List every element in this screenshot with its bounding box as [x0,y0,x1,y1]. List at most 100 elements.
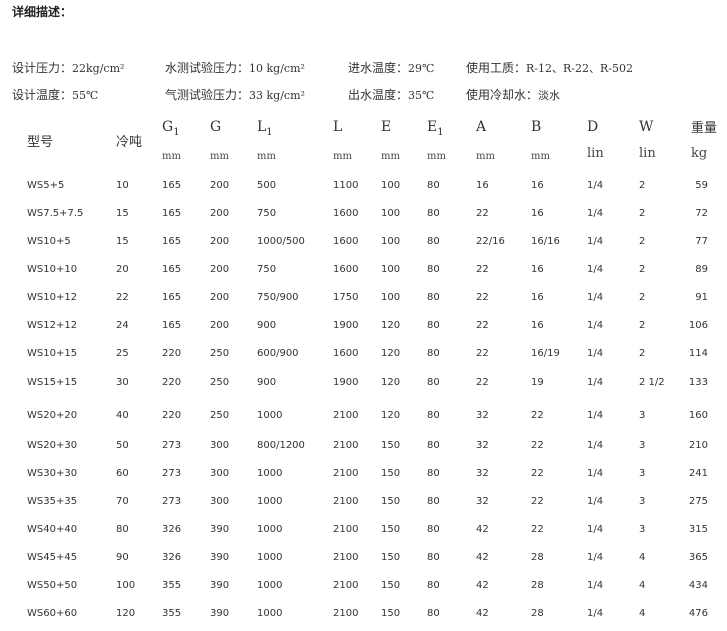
column-unit: lin [587,146,604,161]
table-cell: 10 [116,180,129,191]
table-cell: 80 [116,524,129,535]
table-cell: 89 [695,264,708,275]
table-cell: 315 [688,524,708,535]
column-header: G [210,119,221,135]
table-cell: 1/4 [587,348,604,359]
table-cell: 200 [210,264,230,275]
table-cell: 28 [531,552,544,563]
table-cell: 20 [116,264,129,275]
table-cell: 250 [210,348,230,359]
model-cell: WS50+50 [27,580,78,591]
column-header-label: B [531,119,542,135]
column-header: L1 [257,119,273,138]
table-cell: 273 [162,440,182,451]
column-unit: mm [381,151,400,162]
table-cell: 19 [531,377,544,388]
section-title: 详细描述： [12,5,73,19]
column-header-label: G [210,119,222,135]
table-cell: 1100 [333,180,359,191]
table-cell: 241 [688,468,708,479]
table-cell: 91 [695,292,708,303]
table-cell: 2100 [333,524,359,535]
column-header: E1 [427,119,444,138]
table-cell: 80 [427,208,440,219]
table-cell: 100 [381,264,401,275]
table-cell: 326 [162,552,182,563]
table-cell: 1/4 [587,468,604,479]
model-cell: WS20+20 [27,410,78,421]
model-cell: WS20+30 [27,440,78,451]
column-header-subscript: 1 [266,126,273,138]
table-cell: 200 [210,292,230,303]
table-cell: 40 [116,410,129,421]
model-cell: WS10+5 [27,236,71,247]
model-cell: WS10+10 [27,264,78,275]
table-cell: 2 [639,320,646,331]
table-cell: 80 [427,608,440,619]
table-cell: 28 [531,608,544,619]
table-cell: 1/4 [587,292,604,303]
table-cell: 3 [639,496,646,507]
table-cell: 120 [381,320,401,331]
table-cell: 22 [476,292,489,303]
table-cell: 16 [531,208,544,219]
table-cell: 24 [116,320,129,331]
table-cell: 1/4 [587,552,604,563]
table-cell: 80 [427,524,440,535]
table-cell: 2100 [333,440,359,451]
table-cell: 16 [476,180,489,191]
spec-value: R-12、R-22、R-502 [526,62,634,75]
table-cell: 133 [688,377,708,388]
table-cell: 2 [639,264,646,275]
table-cell: 1900 [333,320,359,331]
table-cell: 120 [116,608,136,619]
table-cell: 165 [162,236,182,247]
table-cell: 2 [639,180,646,191]
table-cell: 1000 [257,580,283,591]
column-header: B [531,119,541,135]
table-cell: 1/4 [587,410,604,421]
spec-item: 水测试验压力：10 kg/cm² [165,59,305,76]
column-unit: mm [427,151,446,162]
table-cell: 326 [162,524,182,535]
table-cell: 80 [427,468,440,479]
spec-label: 水测试验压力： [165,61,250,75]
table-cell: 22 [531,410,544,421]
spec-item: 气测试验压力：33 kg/cm² [165,86,305,103]
column-header-subscript: 1 [173,126,180,138]
table-cell: 100 [381,180,401,191]
table-cell: 22 [531,496,544,507]
column-header: A [476,119,486,135]
table-cell: 220 [162,410,182,421]
table-cell: 300 [210,496,230,507]
table-cell: 114 [688,348,708,359]
table-cell: 22 [476,264,489,275]
table-cell: 1600 [333,236,359,247]
model-cell: WS15+15 [27,377,78,388]
table-cell: 120 [381,377,401,388]
model-cell: WS5+5 [27,180,65,191]
table-cell: 22 [116,292,129,303]
table-cell: 2100 [333,496,359,507]
column-header-label: D [587,119,599,135]
model-cell: WS7.5+7.5 [27,208,84,219]
column-header: G1 [162,119,180,138]
spec-label: 进水温度： [348,61,409,75]
table-cell: 80 [427,552,440,563]
table-cell: 300 [210,440,230,451]
table-cell: 80 [427,377,440,388]
table-cell: 150 [381,608,401,619]
table-cell: 32 [476,410,489,421]
spec-item: 设计压力：22kg/cm² [12,59,124,76]
table-cell: 150 [381,496,401,507]
spec-value: 10 kg/cm² [249,62,305,75]
table-cell: 22 [476,208,489,219]
table-cell: 77 [695,236,708,247]
table-cell: 15 [116,208,129,219]
column-unit: mm [476,151,495,162]
table-cell: 100 [381,292,401,303]
table-cell: 3 [639,468,646,479]
table-cell: 80 [427,496,440,507]
table-cell: 390 [210,608,230,619]
table-cell: 70 [116,496,129,507]
